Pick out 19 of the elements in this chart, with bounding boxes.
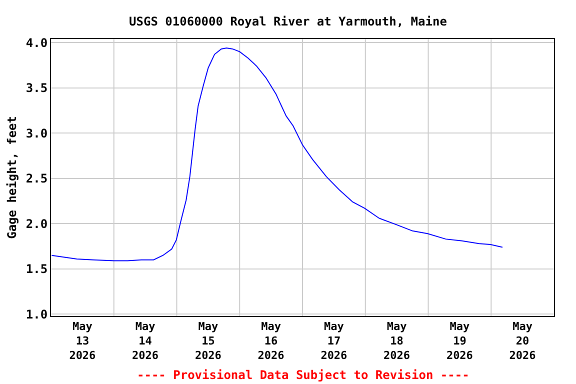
y-tick-label: 4.0	[26, 36, 48, 50]
line-series	[51, 48, 503, 262]
x-tick-label: May 15 2026	[194, 320, 222, 362]
x-tick-label: May 18 2026	[384, 320, 410, 362]
y-tick-label: 3.0	[26, 126, 48, 140]
y-tick-label: 3.5	[26, 81, 48, 96]
text: ---- Provisional Data Subject to Revision ----	[137, 368, 470, 382]
y-axis-title: Gage height, feet	[5, 116, 20, 239]
y-tick-label: 2.0	[26, 216, 48, 231]
x-tick-label: May 20 2026	[509, 320, 536, 362]
x-tick-label: May 19 2026	[446, 320, 474, 362]
x-tick-label: May 17 2026	[320, 320, 348, 362]
x-tick-label: May 14 2026	[132, 320, 159, 362]
x-tick-label: May 16 2026	[258, 320, 285, 362]
y-tick-label: 1.5	[26, 262, 48, 276]
chart-title: USGS 01060000 Royal River at Yarmouth, Maine	[129, 14, 447, 29]
y-tick-label: 1.0	[26, 307, 48, 322]
x-tick-label: May 13 2026	[69, 320, 96, 362]
y-tick-label: 2.5	[26, 172, 48, 186]
